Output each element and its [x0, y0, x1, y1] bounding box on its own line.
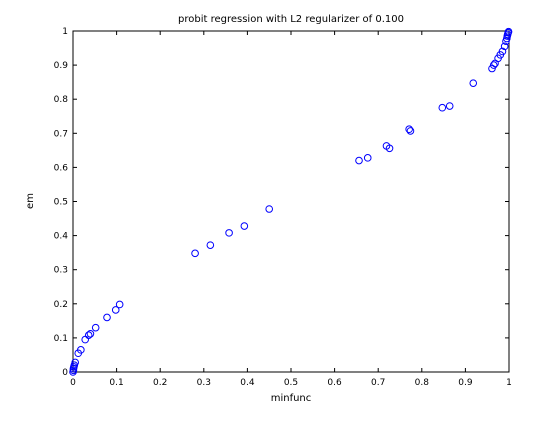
y-axis-label: em — [25, 193, 36, 209]
data-point — [406, 127, 415, 135]
data-point — [405, 125, 413, 134]
y-tick-label: 0.9 — [54, 61, 69, 71]
data-point — [363, 154, 372, 162]
data-point — [84, 331, 93, 339]
x-tick-label: 0 — [70, 378, 76, 388]
tick-labels: 0 0.1 0.2 0.3 0.4 0.5 0.6 0.7 0.8 0.9 1 0 0.1 0.2 0.3 0… — [54, 27, 512, 388]
y-tick-label: 0.6 — [54, 163, 69, 173]
data-point — [91, 323, 100, 332]
data-markers — [69, 27, 513, 376]
y-tick-label: 0.1 — [54, 334, 68, 344]
data-point — [438, 103, 447, 112]
data-point — [240, 222, 249, 230]
data-point — [469, 79, 478, 87]
data-point — [500, 42, 509, 51]
y-tick-label: 0.5 — [54, 198, 68, 208]
data-point — [355, 156, 363, 165]
y-tick-label: 0.7 — [54, 129, 68, 139]
x-tick-label: 0.5 — [284, 378, 298, 388]
y-tick-label: 0.8 — [54, 95, 69, 105]
x-tick-label: 0.7 — [371, 378, 385, 388]
data-point — [504, 27, 513, 36]
x-tick-label: 0.1 — [109, 378, 123, 388]
data-point — [225, 229, 233, 237]
x-tick-label: 1 — [506, 378, 512, 388]
data-point — [115, 300, 124, 309]
y-tick-label: 0 — [62, 368, 68, 378]
data-point — [77, 346, 85, 354]
data-point — [111, 306, 120, 314]
x-tick-label: 0.9 — [458, 378, 473, 388]
y-tick-label: 0.3 — [54, 266, 68, 276]
data-point — [489, 61, 498, 69]
x-axis-label: minfunc — [271, 393, 312, 404]
x-tick-label: 0.6 — [327, 378, 342, 388]
x-tick-label: 0.4 — [240, 378, 255, 388]
data-point — [206, 241, 215, 249]
x-tick-label: 0.2 — [153, 378, 167, 388]
data-point — [498, 47, 507, 56]
data-point — [71, 358, 79, 367]
x-tick-label: 0.8 — [415, 378, 430, 388]
axes-box — [72, 30, 510, 373]
x-tick-label: 0.3 — [197, 378, 211, 388]
data-point — [103, 313, 111, 322]
data-point — [191, 249, 199, 258]
y-tick-label: 1 — [62, 27, 68, 37]
data-point — [265, 205, 274, 213]
y-tick-label: 0.2 — [54, 300, 68, 310]
chart-title: probit regression with L2 regularizer of… — [178, 14, 404, 25]
y-tick-label: 0.4 — [54, 232, 69, 242]
data-point — [86, 330, 95, 338]
data-point — [445, 102, 454, 110]
data-point — [385, 144, 394, 153]
